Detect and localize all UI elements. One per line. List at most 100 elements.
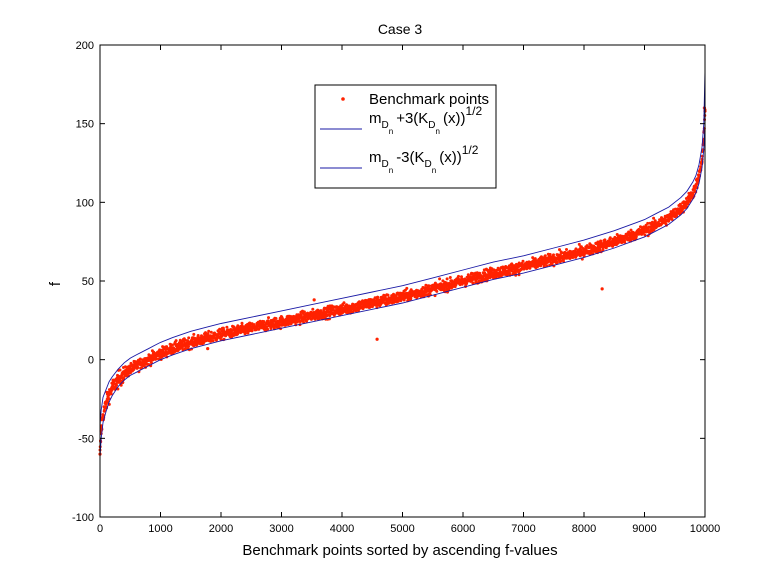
data-point: [342, 301, 346, 305]
x-tick-label: 0: [97, 523, 103, 535]
data-point: [565, 248, 568, 251]
chart-title: Case 3: [378, 21, 423, 37]
legend-upper-rest: +3(K: [396, 110, 428, 127]
data-point: [409, 297, 413, 301]
data-point: [474, 279, 478, 283]
data-point: [457, 274, 460, 278]
x-tick-label: 7000: [511, 523, 535, 535]
data-point: [107, 392, 111, 396]
data-point: [562, 259, 565, 263]
data-point: [189, 340, 193, 344]
data-point: [694, 185, 698, 189]
data-point: [642, 229, 647, 233]
scatter-points: [98, 106, 707, 456]
data-point: [211, 339, 215, 343]
legend-upper-close: (x)): [443, 110, 466, 127]
legend-lower-rest: -3(K: [396, 149, 424, 166]
data-point: [209, 330, 213, 334]
data-point: [396, 299, 400, 303]
data-point: [598, 247, 602, 251]
data-point: [623, 240, 627, 244]
data-point: [257, 327, 261, 331]
legend-lower-n: n: [389, 166, 393, 175]
data-point: [471, 281, 475, 285]
data-point: [158, 351, 163, 355]
legend-box: [314, 84, 497, 189]
y-tick-label: 50: [82, 276, 94, 288]
data-point: [196, 334, 200, 337]
legend-lower-d2: D: [425, 159, 432, 170]
data-point: [240, 321, 244, 325]
legend-lower-label: mDn-3(KDn(x))1/2: [369, 143, 479, 175]
data-point: [370, 301, 374, 305]
data-point: [679, 207, 683, 211]
x-tick-label: 2000: [209, 523, 233, 535]
data-point: [252, 323, 256, 327]
data-point: [552, 253, 555, 257]
data-point: [221, 326, 225, 330]
data-point: [386, 293, 390, 297]
legend-upper-d2: D: [428, 120, 435, 131]
data-point: [299, 314, 303, 318]
data-point: [118, 368, 122, 372]
data-point: [531, 256, 535, 260]
data-point: [691, 191, 695, 195]
x-tick-label: 3000: [269, 523, 293, 535]
data-point: [134, 364, 138, 368]
data-point: [424, 293, 428, 297]
data-point: [599, 240, 603, 244]
data-point: [427, 284, 431, 288]
legend-lower-m: m: [369, 149, 382, 166]
data-point: [121, 380, 125, 384]
data-point: [274, 317, 278, 320]
data-point: [514, 271, 517, 275]
data-point: [183, 338, 187, 342]
legend-upper-m: m: [369, 110, 382, 127]
data-point: [140, 361, 144, 365]
data-point: [132, 366, 136, 370]
data-point: [685, 200, 689, 204]
data-point: [629, 228, 633, 232]
data-point: [187, 336, 191, 340]
data-point: [505, 273, 509, 277]
data-point: [305, 319, 308, 323]
data-point: [122, 372, 126, 376]
data-point: [548, 253, 552, 256]
data-point: [311, 307, 315, 311]
data-point: [302, 310, 306, 314]
data-point: [552, 257, 556, 261]
data-point: [219, 332, 223, 337]
data-point: [322, 310, 326, 314]
upper-band-line: [99, 70, 706, 426]
data-point: [545, 264, 549, 268]
data-point: [104, 402, 108, 406]
data-point: [435, 289, 439, 293]
data-point: [207, 336, 211, 340]
legend-lower-exp: 1/2: [462, 143, 479, 157]
x-axis-label: Benchmark points sorted by ascending f-v…: [242, 542, 557, 559]
data-point: [560, 251, 564, 255]
data-point: [521, 259, 525, 263]
data-point: [539, 264, 543, 268]
data-point: [675, 214, 679, 218]
data-point: [319, 309, 323, 313]
data-point: [340, 307, 344, 311]
data-point: [491, 271, 495, 275]
outlier-point: [375, 337, 379, 341]
data-point: [115, 383, 118, 387]
data-point: [146, 358, 150, 362]
data-point: [696, 178, 700, 182]
data-point: [604, 246, 608, 250]
data-point: [225, 325, 229, 329]
data-point: [187, 345, 190, 348]
legend-points-label: Benchmark points: [369, 91, 489, 108]
data-point: [612, 240, 616, 244]
data-point: [110, 386, 114, 390]
data-point: [171, 347, 175, 351]
legend-upper-label: mDn+3(KDn(x))1/2: [369, 104, 482, 136]
data-point: [266, 327, 270, 331]
data-point: [243, 331, 247, 335]
data-point: [652, 216, 656, 220]
data-point: [424, 283, 428, 287]
